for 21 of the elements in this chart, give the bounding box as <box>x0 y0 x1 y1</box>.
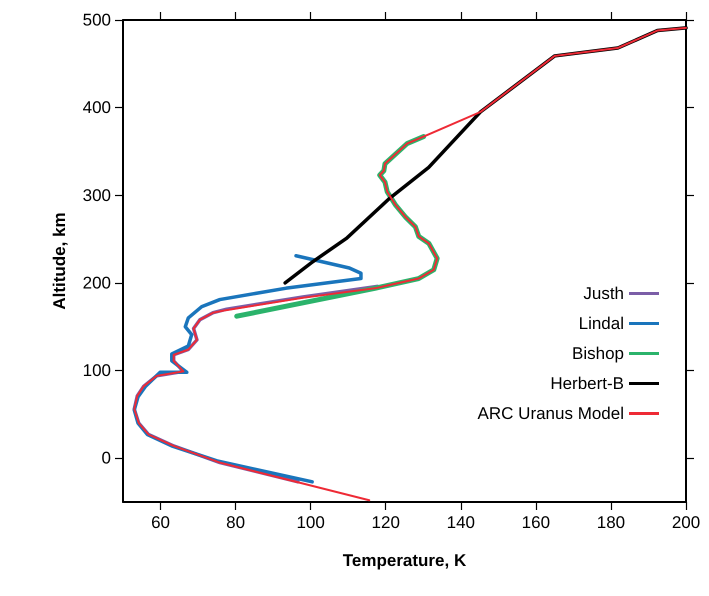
y-tick-label: 200 <box>82 273 111 292</box>
x-tick-label: 140 <box>446 513 475 532</box>
legend-label: ARC Uranus Model <box>478 404 624 423</box>
x-tick-label: 160 <box>522 513 550 532</box>
y-tick-label: 400 <box>82 98 111 118</box>
x-tick-label: 80 <box>226 513 246 532</box>
y-tick-label: 0 <box>102 448 111 468</box>
y-axis-title: Altitude, km <box>50 212 69 310</box>
y-tick-label: 500 <box>82 10 111 30</box>
x-tick-label: 120 <box>372 513 400 532</box>
legend-label: Lindal <box>578 314 624 333</box>
legend-label: Herbert-B <box>550 374 624 393</box>
x-axis-title: Temperature, K <box>342 551 467 570</box>
x-tick-label: 100 <box>296 513 325 532</box>
x-tick-label: 60 <box>151 513 170 532</box>
legend-label: Justh <box>583 284 624 303</box>
x-tick-label: 180 <box>596 513 626 532</box>
y-tick-label: 100 <box>82 361 111 380</box>
y-tick-label: 300 <box>82 186 111 205</box>
x-tick-label: 200 <box>672 513 700 532</box>
legend-label: Bishop <box>572 344 624 363</box>
